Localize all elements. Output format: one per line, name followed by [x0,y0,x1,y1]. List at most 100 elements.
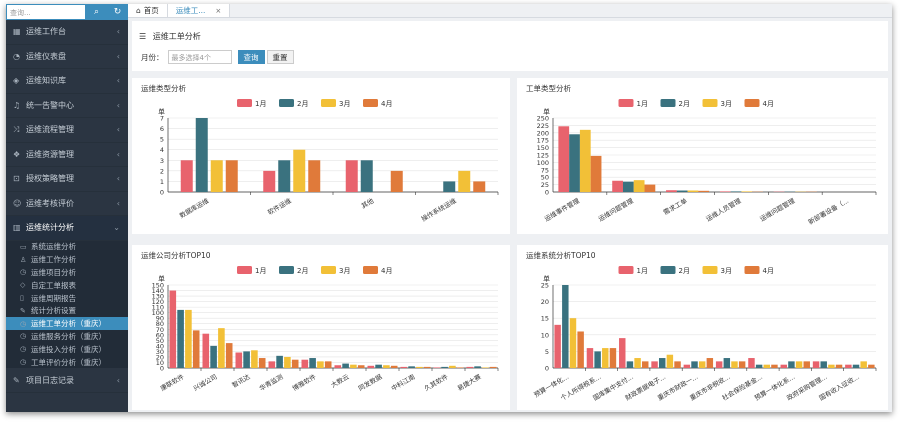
sidebar-subitem[interactable]: ◷ 运维服务分析（重庆） [6,330,128,343]
chart-svg: 1月 2月 3月 4月单 0 1 2 3 4 5 6 7 数据库运维 软件运维 其他 操作系统运维 [158,99,499,223]
y-tick-label: 2 [160,167,164,175]
legend-label: 3月 [721,100,732,108]
bar [317,361,324,368]
x-tick-label: 新部署设备（... [806,196,850,226]
bar [169,290,177,368]
y-unit-label: 单 [158,274,165,283]
chevron-left-icon: ‹ [116,149,120,159]
chevron-left-icon: ‹ [116,174,120,184]
x-tick-label: 智讯达 [230,372,252,390]
chevron-left-icon: ‹ [116,375,120,385]
list-icon: ☰ [139,32,147,41]
bar [278,160,291,192]
sidebar-subitem-label: 运维投入分析（重庆） [31,344,106,354]
bar [771,364,778,368]
bar [458,170,471,192]
sidebar-subitem[interactable]: ▯ 运维周期报告 [6,291,128,305]
y-unit-label: 单 [543,107,550,116]
sidebar-item[interactable]: ▥ 运维统计分析 ⌄ [6,216,128,241]
legend-swatch [279,266,294,274]
sidebar-subitem-label: 自定工单报表 [31,280,76,290]
sidebar-item[interactable]: ❖ 运维资源管理 ‹ [6,143,128,167]
bar [357,365,365,368]
bar [474,366,481,368]
clock-icon: ◷ [20,332,27,341]
filter-panel: ☰ 运维工单分析 月份： 最多选择4个 查询 重置 [132,21,888,71]
wrench-icon: ✎ [20,306,26,315]
sidebar: 查询... ⌕ ↻ ▦ 运维工作台 ‹ ◔ 运维仪表盘 ‹ ◈ 运维知识库 ‹ ♫ 统一告警中心 ‹ ⤨… [6,4,128,412]
sidebar-subitem[interactable]: ✎ 统计分析设置 [6,304,128,318]
sidebar-item[interactable]: ✎ 项目日志记录 ‹ [6,368,128,393]
tab-current[interactable]: 运维工... × [166,4,231,17]
close-icon[interactable]: × [215,6,222,15]
sidebar-item[interactable]: ◈ 运维知识库 ‹ [6,69,128,94]
y-tick-label: 10 [541,331,549,339]
sidebar-subitem-label: 运维项目分析 [31,267,76,277]
y-tick-label: 6 [160,125,164,133]
sidebar-item[interactable]: ▦ 运维工作台 ‹ [6,20,128,45]
chart-card-system-top10: 1月 2月 3月 4月单 0 5 10 15 20 25 预算一体化... 个人所得税系... 国库集中… [517,245,888,410]
refresh-icon[interactable]: ↻ [107,4,128,20]
search-input[interactable]: 查询... [6,4,86,20]
bar [795,361,803,368]
sidebar-subitem[interactable]: ◷ 运维投入分析（重庆） [6,342,128,356]
y-unit-label: 单 [158,107,165,116]
edit-icon: ✎ [13,375,20,385]
home-icon: ⌂ [136,6,141,15]
bar [423,366,431,368]
tag-icon: ◇ [20,281,26,290]
bar [748,358,755,368]
sidebar-item[interactable]: ♫ 统一告警中心 ‹ [6,94,128,118]
bar [251,350,258,368]
month-select[interactable]: 最多选择4个 [167,50,232,64]
search-icon[interactable]: ⌕ [86,4,107,20]
legend-swatch [618,266,634,274]
bar [324,361,332,368]
sidebar-subitem[interactable]: ◷ 运维项目分析 [6,266,128,279]
y-tick-label: 60 [156,331,164,339]
bar [235,352,243,368]
sidebar-item[interactable]: ☺ 运维考核评价 ‹ [6,192,128,216]
y-tick-label: 120 [152,298,164,306]
sidebar-item-label: 运维考核评价 [26,198,74,208]
bar [449,365,456,368]
legend-label: 3月 [339,267,350,275]
sidebar-item[interactable]: ◔ 运维仪表盘 ‹ [6,45,128,69]
reset-button[interactable]: 重置 [266,50,294,64]
bar [788,361,795,368]
sidebar-item[interactable]: ⊡ 授权策略管理 ‹ [6,167,128,192]
x-tick-label: 久其软件 [422,372,449,393]
sidebar-menu: ▦ 运维工作台 ‹ ◔ 运维仪表盘 ‹ ◈ 运维知识库 ‹ ♫ 统一告警中心 ‹ ⤨ 运维流程管理 ‹ ❖ 运维… [6,20,128,393]
query-button[interactable]: 查询 [237,50,265,64]
main-content: ☰ 运维工单分析 月份： 最多选择4个 查询 重置 1月 2月 3月 4月单 0 1 2 3 4… [128,19,892,412]
y-tick-label: 0 [545,365,549,373]
sidebar-item-label: 统一告警中心 [26,100,74,110]
bar [210,160,223,192]
sidebar-subitem[interactable]: ◷ 运维工单分析（重庆） [6,317,128,331]
bar [293,149,306,192]
x-tick-label: 运维问题管理 [596,196,635,224]
bar [820,361,827,368]
chevron-down-icon: ⌄ [113,223,120,233]
sidebar-subitem[interactable]: ◇ 自定工单报表 [6,278,128,292]
sidebar-subitem[interactable]: ◷ 工单评价分析（重庆） [6,355,128,369]
bar [309,358,316,368]
sidebar-subitem[interactable]: ♙ 运维工作分析 [6,253,128,267]
file-icon: ▯ [20,294,24,303]
bar [602,348,609,368]
tab-home[interactable]: ⌂ 首页 [128,4,167,17]
monitor-icon: ▭ [20,242,27,251]
bar [284,356,291,368]
legend-label: 1月 [637,100,648,108]
sidebar-subitem[interactable]: ▭ 系统运维分析 [6,240,128,254]
sidebar-item[interactable]: ⤨ 运维流程管理 ‹ [6,118,128,143]
bar [367,365,375,368]
y-tick-label: 40 [156,342,164,350]
bar [609,348,617,368]
bar [715,361,723,368]
bar [308,160,321,192]
legend-label: 3月 [721,267,732,275]
bar [218,328,225,368]
legend-swatch [618,99,634,107]
y-tick-label: 25 [541,181,549,189]
